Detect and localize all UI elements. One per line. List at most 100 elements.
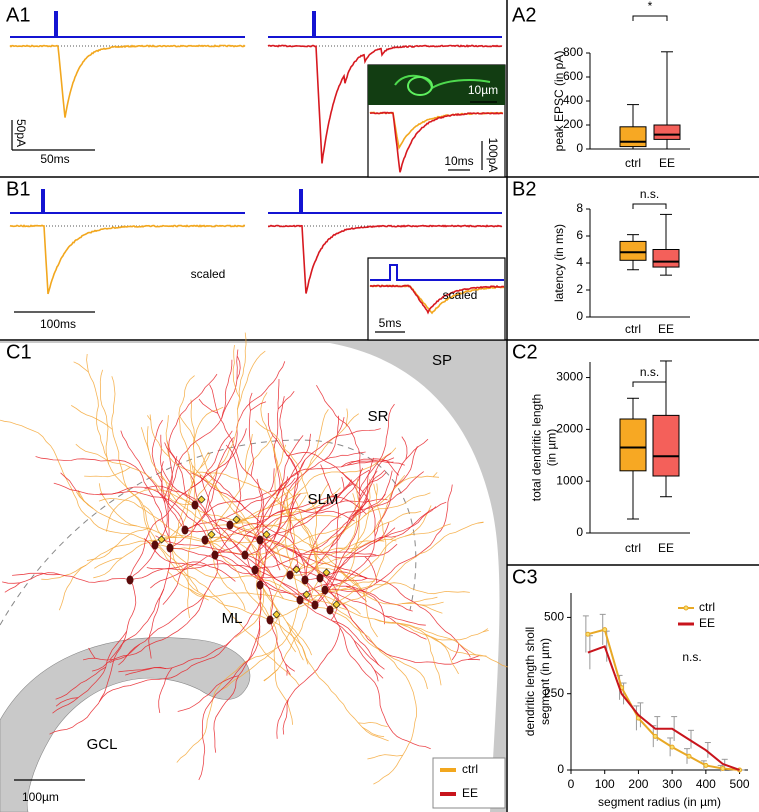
series-line bbox=[587, 645, 740, 771]
x-tick-label: 0 bbox=[568, 777, 575, 791]
dendrite bbox=[105, 488, 196, 532]
dendrite bbox=[331, 620, 379, 666]
dendrite bbox=[250, 401, 267, 411]
point bbox=[652, 733, 658, 739]
dendrite bbox=[177, 675, 239, 712]
dendrite bbox=[402, 596, 438, 604]
soma bbox=[286, 570, 294, 580]
dendrite bbox=[277, 444, 287, 468]
trace-note: scaled bbox=[191, 267, 226, 281]
dendrite bbox=[245, 434, 253, 476]
y-tick-label: 0 bbox=[576, 525, 583, 539]
dendrite bbox=[148, 589, 165, 659]
cell-image bbox=[407, 76, 433, 96]
x-tick-label: ctrl bbox=[625, 322, 641, 336]
scale-label: 5ms bbox=[379, 316, 402, 330]
current-trace bbox=[268, 224, 503, 294]
dendrite bbox=[324, 484, 453, 593]
dendrite bbox=[167, 349, 239, 549]
soma bbox=[126, 575, 134, 585]
x-tick-label: ctrl bbox=[625, 156, 641, 170]
dendrite bbox=[53, 482, 216, 556]
dendrite bbox=[311, 549, 377, 556]
dendrite bbox=[401, 436, 408, 460]
scale-label: 50ms bbox=[40, 152, 69, 166]
x-tick-label: EE bbox=[659, 156, 675, 170]
dendrite bbox=[146, 565, 207, 571]
dendrite bbox=[233, 510, 284, 600]
dendrite bbox=[248, 392, 254, 476]
dendrite bbox=[390, 536, 397, 540]
current-trace bbox=[369, 284, 504, 315]
dendrite bbox=[221, 650, 275, 691]
panel-label: C3 bbox=[512, 566, 538, 588]
dendrite bbox=[276, 627, 341, 739]
dendrite bbox=[355, 457, 375, 514]
dendrite bbox=[374, 669, 384, 679]
significance-bracket bbox=[632, 381, 667, 387]
dendrite bbox=[254, 483, 353, 571]
x-tick-label: EE bbox=[658, 541, 674, 555]
dendrite bbox=[196, 471, 293, 515]
dendrite bbox=[221, 359, 233, 419]
y-axis-label: peak EPSC (in pA) bbox=[552, 51, 566, 152]
dendrite bbox=[99, 584, 262, 702]
dendrite bbox=[55, 666, 106, 700]
dendrite bbox=[244, 415, 339, 556]
dendrite bbox=[129, 561, 236, 582]
dendrite bbox=[191, 472, 316, 606]
dendrite bbox=[58, 535, 206, 611]
dendrite bbox=[467, 655, 480, 660]
dendrite bbox=[359, 403, 395, 492]
dendrite bbox=[430, 636, 459, 675]
y-axis-label: (in µm) bbox=[545, 429, 559, 467]
dendrite bbox=[277, 391, 295, 410]
y-tick-label: 0 bbox=[576, 141, 583, 155]
scale-label: 100µm bbox=[22, 790, 59, 804]
dendrite bbox=[194, 332, 247, 506]
legend-box bbox=[432, 757, 506, 809]
dendrite bbox=[160, 461, 166, 503]
dendrite bbox=[269, 468, 275, 492]
dendrite bbox=[188, 587, 209, 601]
y-axis-label: segment (in µm) bbox=[538, 638, 552, 725]
dendrite bbox=[341, 476, 345, 489]
dendrite bbox=[305, 409, 329, 471]
dendrite bbox=[305, 483, 330, 511]
dendrite bbox=[363, 492, 431, 517]
dendrite bbox=[143, 505, 301, 601]
dendrite bbox=[86, 527, 149, 561]
dendrite bbox=[75, 443, 196, 506]
soma bbox=[256, 580, 264, 590]
soma-marker bbox=[262, 530, 271, 539]
dendrite bbox=[86, 353, 156, 546]
dendrite bbox=[98, 483, 138, 527]
dendrite bbox=[91, 659, 114, 672]
dendrite bbox=[286, 451, 376, 591]
dendrite bbox=[329, 478, 361, 611]
dendrite bbox=[143, 538, 316, 606]
dendrite bbox=[279, 396, 299, 476]
dendrite bbox=[391, 622, 489, 641]
significance-bracket bbox=[632, 15, 668, 21]
dendrite bbox=[229, 522, 368, 595]
dendrite bbox=[324, 589, 427, 640]
panel-label: C2 bbox=[512, 341, 538, 363]
dendrite bbox=[12, 572, 60, 576]
soma bbox=[151, 540, 159, 550]
y-tick-label: 3000 bbox=[556, 370, 583, 384]
x-tick-label: ctrl bbox=[625, 541, 641, 555]
x-tick-label: 100 bbox=[595, 777, 615, 791]
dendrite bbox=[75, 491, 261, 544]
dendrite bbox=[329, 582, 470, 611]
dendrite bbox=[120, 430, 186, 531]
dendrite bbox=[229, 413, 360, 526]
dendrite bbox=[140, 427, 149, 451]
dendrite bbox=[367, 754, 403, 760]
y-tick-label: 500 bbox=[544, 610, 564, 624]
dendrite bbox=[254, 614, 279, 640]
significance-bracket bbox=[632, 203, 667, 209]
dendrite bbox=[289, 428, 381, 581]
dendrite bbox=[198, 398, 218, 414]
